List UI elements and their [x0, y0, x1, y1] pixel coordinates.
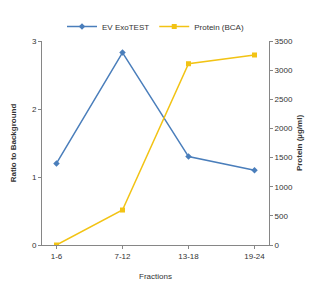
svg-text:2000: 2000	[275, 124, 293, 133]
svg-text:0: 0	[275, 241, 280, 250]
svg-text:19-24: 19-24	[244, 252, 265, 261]
svg-text:Protein (BCA): Protein (BCA)	[194, 23, 244, 32]
svg-text:3000: 3000	[275, 66, 293, 75]
svg-text:1500: 1500	[275, 153, 293, 162]
svg-text:2500: 2500	[275, 95, 293, 104]
svg-text:1: 1	[32, 173, 37, 182]
svg-text:1-6: 1-6	[51, 252, 63, 261]
svg-text:0: 0	[32, 241, 37, 250]
svg-text:500: 500	[275, 212, 289, 221]
svg-text:EV ExoTEST: EV ExoTEST	[102, 23, 149, 32]
svg-text:2: 2	[32, 105, 37, 114]
svg-text:1000: 1000	[275, 183, 293, 192]
svg-text:13-18: 13-18	[178, 252, 199, 261]
svg-text:3500: 3500	[275, 37, 293, 46]
svg-text:7-12: 7-12	[114, 252, 131, 261]
svg-text:3: 3	[32, 37, 37, 46]
svg-text:Fractions: Fractions	[139, 272, 172, 281]
svg-text:Protein (µg/ml): Protein (µg/ml)	[295, 115, 304, 172]
svg-text:Ratio to Background: Ratio to Background	[9, 104, 18, 183]
